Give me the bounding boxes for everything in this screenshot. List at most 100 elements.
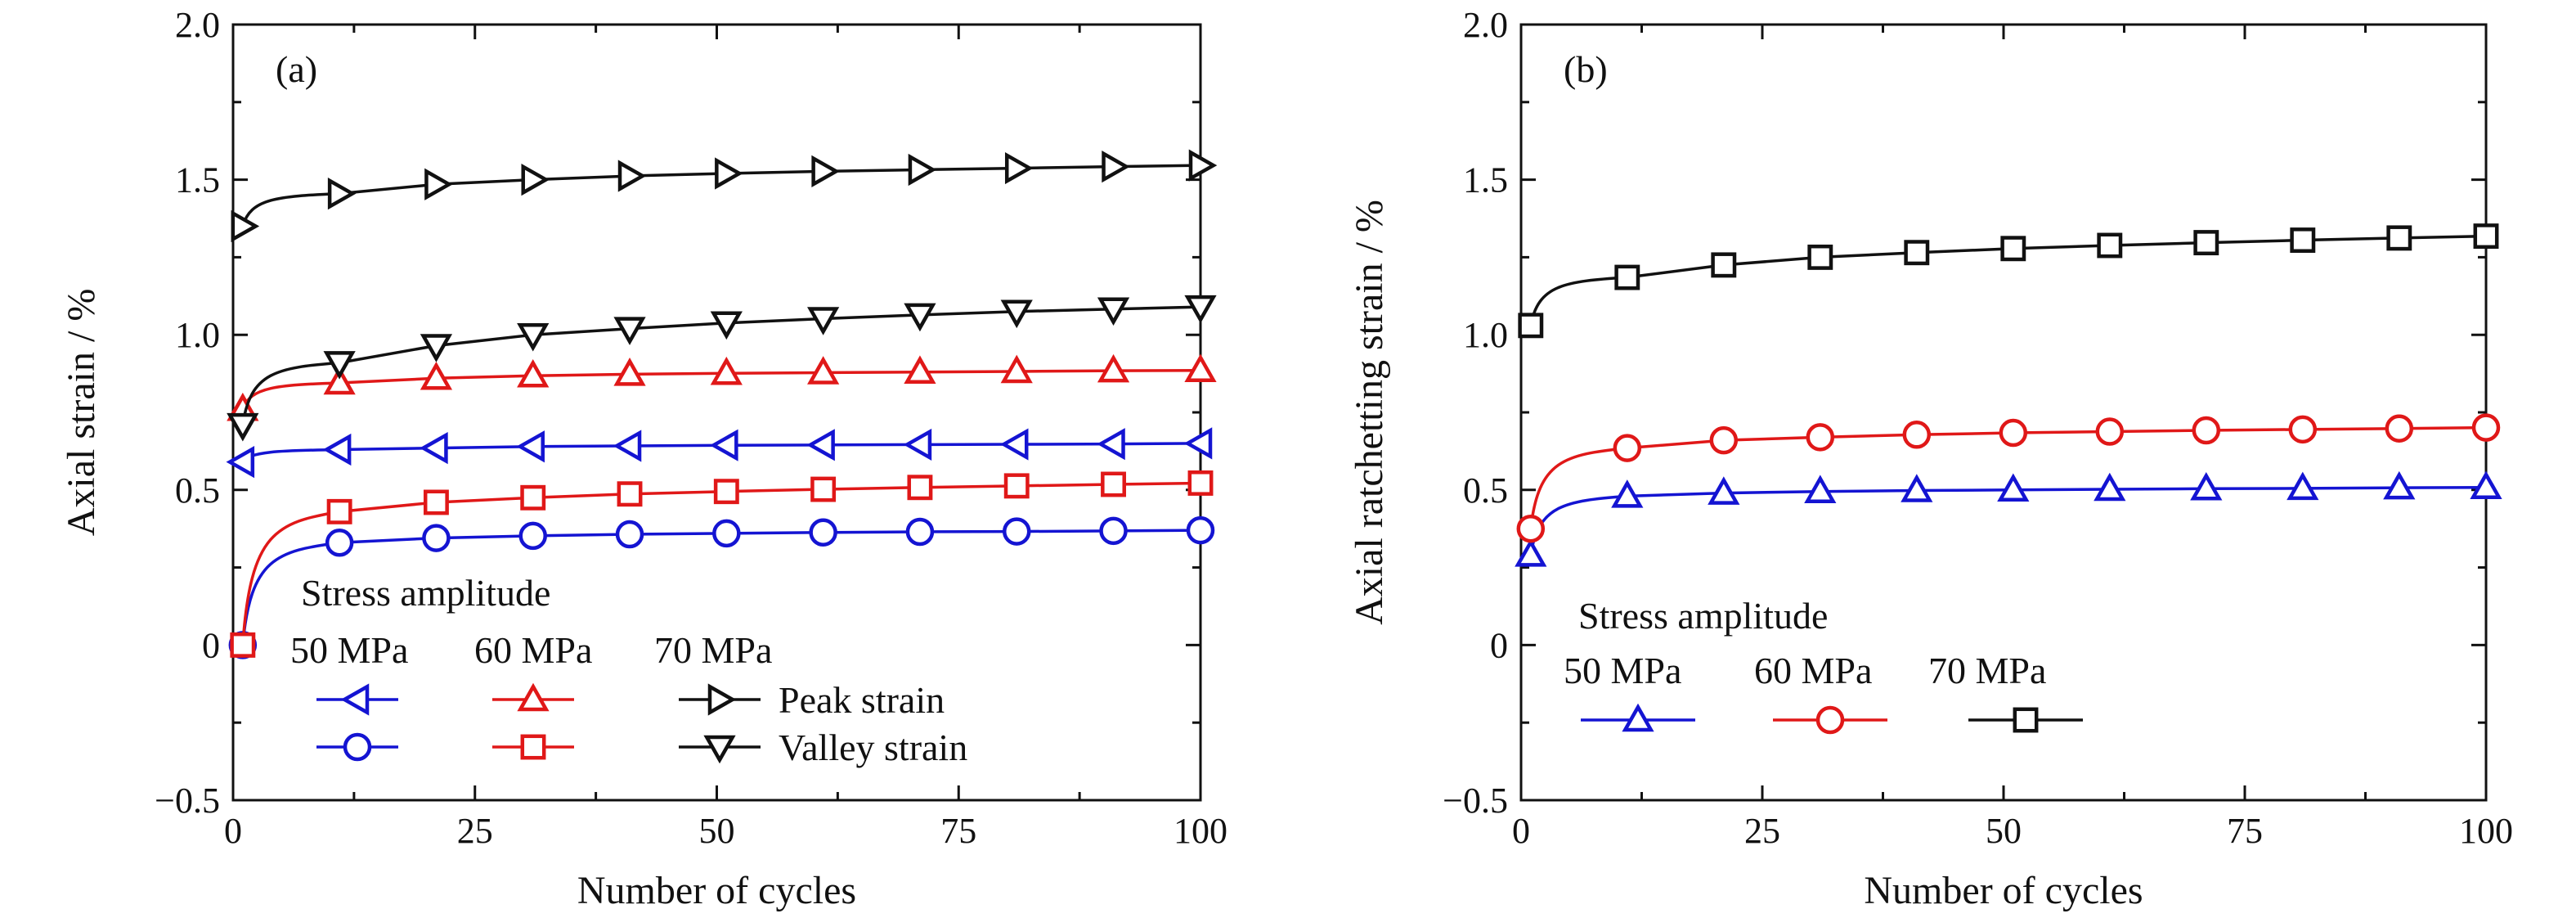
data-point: [617, 481, 643, 507]
data-point: [1188, 149, 1218, 182]
data-point: [908, 153, 937, 187]
x-axis-title: Number of cycles: [1864, 869, 2143, 912]
x-axis-title: Number of cycles: [577, 869, 856, 912]
panel-label: (b): [1564, 48, 1608, 90]
data-point: [325, 529, 354, 557]
x-tick-label: 100: [1174, 811, 1227, 851]
y-tick-label: 1.0: [175, 315, 220, 355]
data-point: [517, 322, 550, 352]
data-point: [518, 521, 547, 551]
data-point: [1708, 476, 1740, 505]
data-point: [323, 351, 356, 380]
legend-title: Stress amplitude: [1578, 595, 1828, 637]
x-tick-label: 100: [2459, 811, 2513, 851]
data-point: [904, 303, 936, 332]
legend-row-label: Valley strain: [779, 727, 967, 768]
legend-title: Stress amplitude: [301, 572, 550, 614]
data-point: [1186, 515, 1215, 545]
data-point: [1902, 421, 1932, 449]
x-tick-label: 75: [2227, 811, 2263, 851]
data-point: [2471, 413, 2501, 442]
data-point: [806, 429, 835, 461]
series-50-mpa-peak-strain: [226, 427, 1213, 479]
data-point: [2094, 472, 2126, 502]
data-point: [323, 366, 356, 395]
data-point: [710, 311, 743, 340]
data-point: [1711, 252, 1737, 278]
data-point: [613, 430, 642, 462]
legend-marker: [343, 732, 372, 762]
data-point: [424, 168, 453, 200]
data-point: [2288, 415, 2318, 444]
x-tick-label: 25: [457, 811, 493, 851]
series-line: [1529, 425, 2487, 529]
data-point: [520, 484, 546, 511]
data-point: [904, 355, 936, 384]
legend: Stress amplitude 50 MPa 60 MPa 70 MPa: [1564, 595, 2083, 735]
data-point: [715, 157, 743, 190]
data-point: [613, 358, 646, 386]
data-point: [1999, 418, 2028, 448]
data-point: [1101, 471, 1126, 497]
data-point: [2470, 470, 2502, 500]
data-point: [1807, 244, 1833, 270]
data-point: [2095, 417, 2125, 446]
data-point: [1000, 354, 1033, 384]
legend-marker: [1815, 705, 1845, 735]
data-point: [1709, 425, 1739, 455]
series-60-mpa-valley-strain: [230, 470, 1214, 658]
series-line: [241, 305, 1201, 425]
data-point: [1613, 434, 1642, 462]
data-point: [712, 519, 741, 548]
y-tick-label: 0: [1490, 625, 1508, 665]
data-point: [226, 446, 255, 479]
data-point: [2190, 471, 2223, 501]
data-point: [322, 433, 352, 466]
y-tick-label: 0.5: [1463, 470, 1508, 511]
data-point: [231, 209, 260, 243]
legend-marker: [340, 683, 370, 716]
data-point: [1000, 299, 1033, 329]
data-point: [516, 430, 545, 463]
x-tick-label: 25: [1744, 811, 1780, 851]
data-point: [1002, 517, 1031, 546]
data-point: [2385, 414, 2414, 443]
data-point: [227, 412, 259, 442]
legend-column-label: 70 MPa: [1928, 650, 2046, 691]
x-tick-label: 50: [1986, 811, 2022, 851]
data-point: [326, 498, 352, 524]
data-point: [2192, 416, 2221, 445]
x-tick-label: 50: [699, 811, 735, 851]
data-point: [2097, 232, 2123, 259]
data-point: [903, 428, 932, 461]
series-50-mpa: [1515, 470, 2502, 567]
legend-marker: [520, 734, 546, 760]
data-point: [1097, 428, 1125, 461]
legend-marker: [2013, 707, 2039, 733]
data-point: [2287, 471, 2319, 501]
data-point: [420, 431, 448, 465]
data-point: [327, 178, 357, 210]
data-point: [230, 632, 256, 658]
data-point: [1102, 151, 1130, 183]
legend-column-label: 60 MPa: [1754, 650, 1872, 691]
data-point: [1515, 538, 1547, 567]
data-point: [1183, 427, 1213, 460]
legend-column-label: 50 MPa: [290, 629, 408, 671]
data-point: [1997, 473, 2030, 502]
legend-column-label: 70 MPa: [654, 629, 772, 671]
data-point: [521, 163, 550, 196]
y-tick-label: 0.5: [175, 470, 220, 511]
data-point: [810, 476, 837, 502]
data-point: [422, 524, 451, 552]
plot-frame: [231, 23, 1202, 802]
data-point: [1097, 297, 1130, 326]
data-point: [613, 317, 646, 345]
data-point: [999, 428, 1029, 461]
data-point: [1611, 479, 1644, 508]
data-point: [905, 517, 935, 547]
y-tick-label: −0.5: [1443, 781, 1508, 821]
data-point: [807, 307, 840, 335]
